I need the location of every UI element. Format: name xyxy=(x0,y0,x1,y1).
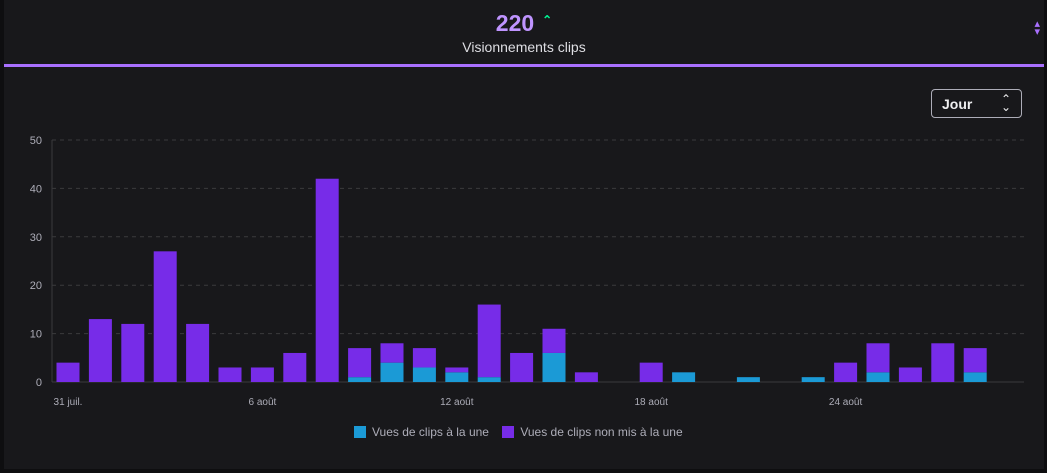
chevron-up-down-icon: ⌃ ⌄ xyxy=(1000,92,1011,114)
metric-label: Visionnements clips xyxy=(462,39,586,55)
bar-non-featured xyxy=(412,348,436,368)
bar-featured xyxy=(445,372,469,382)
bar-featured xyxy=(672,372,696,382)
bar-non-featured xyxy=(56,362,80,382)
bar-featured xyxy=(736,377,760,382)
legend-label-featured: Vues de clips à la une xyxy=(372,425,489,439)
bar-non-featured xyxy=(186,323,210,382)
bar-non-featured xyxy=(88,319,112,382)
bar-featured xyxy=(412,367,436,382)
bar-non-featured xyxy=(121,323,145,382)
legend-item-non-featured[interactable]: Vues de clips non mis à la une xyxy=(502,425,683,439)
y-tick-label: 30 xyxy=(30,232,42,244)
bar-non-featured xyxy=(931,343,955,382)
x-tick-label: 6 août xyxy=(248,397,276,408)
bar-non-featured xyxy=(542,328,566,353)
legend-label-non-featured: Vues de clips non mis à la une xyxy=(520,425,683,439)
bar-non-featured xyxy=(283,352,307,382)
y-tick-label: 50 xyxy=(30,135,42,147)
bar-non-featured xyxy=(380,343,404,363)
bar-non-featured xyxy=(866,343,890,373)
chevron-up-icon: ⌃ xyxy=(542,13,553,27)
metric-header[interactable]: 220 ⌃ Visionnements clips ▴ ▾ xyxy=(4,0,1044,64)
legend-swatch-non-featured xyxy=(502,426,515,438)
bar-featured xyxy=(542,352,566,382)
bar-non-featured xyxy=(348,348,372,378)
bar-non-featured xyxy=(574,372,598,382)
analytics-panel: 220 ⌃ Visionnements clips ▴ ▾ Jour ⌃ ⌄ xyxy=(4,0,1044,469)
chart-legend: Vues de clips à la une Vues de clips non… xyxy=(354,425,693,439)
period-dropdown-value: Jour xyxy=(942,96,973,112)
bar-non-featured xyxy=(898,367,922,382)
y-tick-label: 20 xyxy=(30,280,42,292)
bar-featured xyxy=(477,377,501,382)
bar-non-featured xyxy=(250,367,274,382)
bar-non-featured xyxy=(639,362,663,382)
x-tick-label: 18 août xyxy=(635,397,669,408)
x-tick-label: 31 juil. xyxy=(54,397,83,408)
x-tick-label: 12 août xyxy=(440,397,474,408)
bar-non-featured xyxy=(510,352,534,382)
bar-non-featured xyxy=(477,304,501,378)
bar-non-featured xyxy=(963,348,987,373)
x-tick-label: 24 août xyxy=(829,397,863,408)
bar-featured xyxy=(866,372,890,382)
bar-non-featured xyxy=(834,362,858,382)
y-tick-label: 40 xyxy=(30,183,42,195)
legend-item-featured[interactable]: Vues de clips à la une xyxy=(354,425,489,439)
metric-summary: 220 ⌃ xyxy=(4,10,1044,37)
metric-value: 220 xyxy=(495,10,535,36)
legend-swatch-featured xyxy=(354,426,366,438)
bar-featured xyxy=(348,377,372,382)
active-metric-indicator xyxy=(4,64,1044,67)
period-dropdown[interactable]: Jour ⌃ ⌄ xyxy=(931,89,1022,118)
bar-non-featured xyxy=(218,367,242,382)
bar-featured xyxy=(963,372,987,382)
bar-non-featured xyxy=(445,367,469,373)
y-tick-label: 10 xyxy=(30,329,42,341)
bar-featured xyxy=(801,377,825,382)
sort-arrows-icon[interactable]: ▴ ▾ xyxy=(1034,18,1040,38)
y-tick-label: 0 xyxy=(36,377,42,389)
bar-featured xyxy=(380,362,404,382)
bar-non-featured xyxy=(153,251,177,382)
bar-non-featured xyxy=(315,178,339,382)
